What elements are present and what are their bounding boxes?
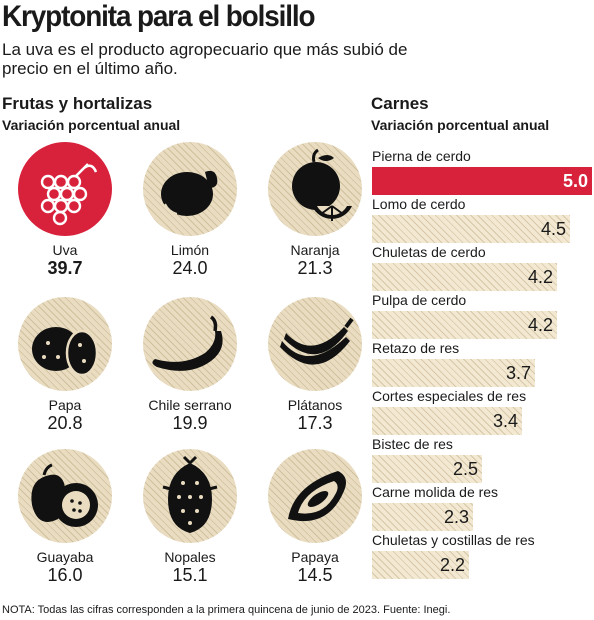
bar-label: Pulpa de cerdo	[372, 292, 467, 308]
bar-value-label: 5.0	[562, 171, 588, 191]
bar-label: Carne molida de res	[372, 484, 499, 500]
meats-section-subtitle: Variación porcentual anual	[371, 117, 550, 133]
fruit-value: 21.3	[297, 258, 333, 278]
bananas-icon	[268, 297, 362, 391]
bar-label: Lomo de cerdo	[372, 196, 466, 212]
fruit-item: Papaya 14.5	[250, 449, 380, 585]
fruit-name: Papaya	[291, 549, 339, 565]
fruit-item: Guayaba 16.0	[0, 449, 130, 585]
fruit-value: 39.7	[47, 258, 83, 278]
grapes-icon	[18, 142, 112, 236]
fruit-value: 15.1	[172, 565, 208, 585]
bar: 4.2	[372, 311, 557, 339]
bar-value-label: 4.2	[527, 267, 553, 287]
bar-label: Pierna de cerdo	[372, 148, 471, 164]
fruit-name: Uva	[52, 242, 78, 258]
fruit-name: Guayaba	[36, 549, 94, 565]
bar: 2.3	[372, 503, 473, 531]
chili-pepper-icon	[143, 297, 237, 391]
fruits-section-subtitle: Variación porcentual anual	[2, 117, 181, 133]
fruit-value: 19.9	[172, 413, 208, 433]
potato-icon	[18, 297, 112, 391]
bar-label: Chuletas de cerdo	[372, 244, 486, 260]
papaya-icon	[268, 449, 362, 543]
cactus-pad-icon	[143, 449, 237, 543]
fruit-item: Plátanos 17.3	[250, 297, 380, 433]
bar-label: Bistec de res	[372, 436, 453, 452]
orange-icon	[268, 142, 362, 236]
bar: 3.7	[372, 359, 535, 387]
fruit-item: Limón 24.0	[125, 142, 255, 278]
bar: 4.5	[372, 215, 570, 243]
guava-icon	[18, 449, 112, 543]
bar: 3.4	[372, 407, 522, 435]
bar-value-label: 2.3	[443, 507, 469, 527]
fruit-name: Papa	[48, 397, 82, 413]
chart-subtitle: La uva es el producto agropecuario que m…	[2, 40, 408, 78]
fruit-value: 20.8	[47, 413, 83, 433]
fruit-value: 16.0	[47, 565, 83, 585]
meats-section-title: Carnes	[371, 94, 429, 113]
fruit-value: 17.3	[297, 413, 333, 433]
fruit-value: 14.5	[297, 565, 333, 585]
bar: 2.5	[372, 455, 482, 483]
fruits-section-title: Frutas y hortalizas	[2, 94, 153, 113]
bar: 2.2	[372, 551, 469, 579]
fruit-item: Naranja 21.3	[250, 142, 380, 278]
bar-value-label: 3.7	[505, 363, 531, 383]
bar-value-label: 3.4	[492, 411, 518, 431]
bar-value-label: 2.5	[452, 459, 478, 479]
bar: 4.2	[372, 263, 557, 291]
bar-label: Retazo de res	[372, 340, 460, 356]
fruit-value: 24.0	[172, 258, 208, 278]
fruit-name: Limón	[170, 242, 210, 258]
bar-value-label: 4.2	[527, 315, 553, 335]
fruit-name: Nopales	[164, 549, 216, 565]
bar-value-label: 4.5	[540, 219, 566, 239]
fruit-name: Plátanos	[287, 397, 343, 413]
fruit-name: Naranja	[290, 242, 340, 258]
lemon-icon	[143, 142, 237, 236]
fruit-item: Chile serrano 19.9	[125, 297, 255, 433]
fruit-item: Uva 39.7	[0, 142, 130, 278]
bar-label: Cortes especiales de res	[372, 388, 527, 404]
fruit-item: Papa 20.8	[0, 297, 130, 433]
bar-value-label: 2.2	[439, 555, 465, 575]
bar: 5.0	[372, 167, 592, 195]
bar-label: Chuletas y costillas de res	[372, 532, 535, 548]
footnote: NOTA: Todas las cifras corresponden a la…	[2, 604, 451, 616]
fruit-name: Chile serrano	[148, 397, 232, 413]
fruit-item: Nopales 15.1	[125, 449, 255, 585]
chart-title: Kryptonita para el bolsillo	[2, 0, 316, 33]
